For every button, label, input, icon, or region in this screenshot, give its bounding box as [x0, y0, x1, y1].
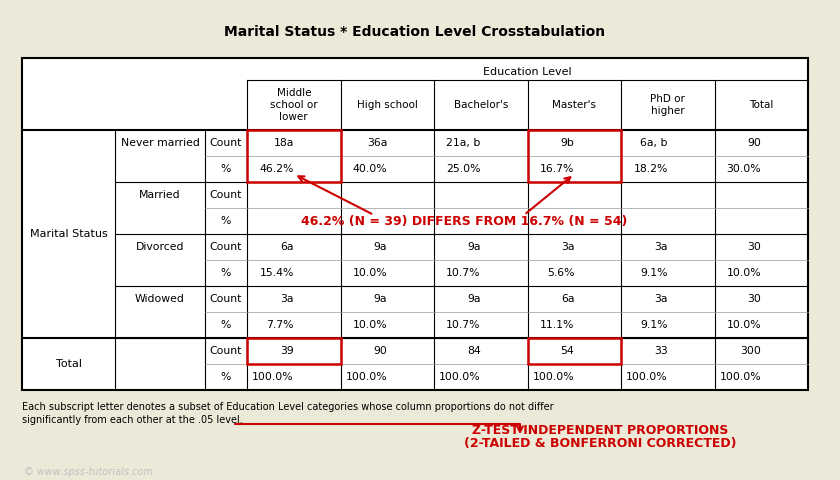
Text: © www.spss-tutorials.com: © www.spss-tutorials.com	[24, 467, 153, 477]
Text: 300: 300	[740, 346, 761, 356]
Text: 21a, b: 21a, b	[446, 138, 480, 148]
Text: 10.7%: 10.7%	[446, 268, 480, 278]
Text: Middle
school or
lower: Middle school or lower	[270, 88, 318, 121]
Text: Married: Married	[139, 190, 181, 200]
Text: 39: 39	[280, 346, 294, 356]
Text: 15.4%: 15.4%	[260, 268, 294, 278]
Text: %: %	[221, 164, 231, 174]
Text: Total: Total	[55, 359, 81, 369]
Text: 9a: 9a	[467, 294, 480, 304]
Text: 6a: 6a	[561, 294, 575, 304]
Text: Marital Status * Education Level Crosstabulation: Marital Status * Education Level Crossta…	[224, 25, 606, 39]
Text: 18a: 18a	[273, 138, 294, 148]
Text: 100.0%: 100.0%	[720, 372, 761, 382]
Text: 30: 30	[748, 242, 761, 252]
Text: Never married: Never married	[121, 138, 199, 148]
Text: %: %	[221, 320, 231, 330]
Text: 10.0%: 10.0%	[727, 320, 761, 330]
Text: 100.0%: 100.0%	[345, 372, 387, 382]
Bar	[22, 58, 808, 390]
Text: Z-TEST INDEPENDENT PROPORTIONS: Z-TEST INDEPENDENT PROPORTIONS	[472, 423, 728, 436]
Text: 6a, b: 6a, b	[640, 138, 668, 148]
Text: 5.6%: 5.6%	[547, 268, 575, 278]
Text: %: %	[221, 216, 231, 226]
Bar	[528, 338, 621, 364]
Text: 84: 84	[467, 346, 480, 356]
Text: 30.0%: 30.0%	[727, 164, 761, 174]
Text: 10.7%: 10.7%	[446, 320, 480, 330]
Text: %: %	[221, 372, 231, 382]
Text: 9a: 9a	[467, 242, 480, 252]
Text: High school: High school	[357, 100, 417, 110]
Text: 16.7%: 16.7%	[540, 164, 575, 174]
Text: Widowed: Widowed	[135, 294, 185, 304]
Text: 54: 54	[560, 346, 575, 356]
Bar	[528, 130, 621, 182]
Text: 100.0%: 100.0%	[626, 372, 668, 382]
Text: Count: Count	[210, 138, 242, 148]
Text: 100.0%: 100.0%	[252, 372, 294, 382]
Text: Master's: Master's	[552, 100, 596, 110]
Text: 9.1%: 9.1%	[640, 320, 668, 330]
Text: 3a: 3a	[561, 242, 575, 252]
Text: 6a: 6a	[281, 242, 294, 252]
Text: 9b: 9b	[560, 138, 575, 148]
Text: Education Level: Education Level	[483, 67, 572, 77]
Text: Count: Count	[210, 294, 242, 304]
Text: 30: 30	[748, 294, 761, 304]
Text: Each subscript letter denotes a subset of Education Level categories whose colum: Each subscript letter denotes a subset o…	[22, 402, 554, 412]
Bar	[247, 338, 340, 364]
Text: 10.0%: 10.0%	[353, 320, 387, 330]
Text: 3a: 3a	[281, 294, 294, 304]
Text: 90: 90	[373, 346, 387, 356]
Text: Count: Count	[210, 190, 242, 200]
Text: Total: Total	[749, 100, 774, 110]
Text: 9a: 9a	[374, 294, 387, 304]
Text: 46.2%: 46.2%	[260, 164, 294, 174]
Text: 25.0%: 25.0%	[446, 164, 480, 174]
Text: 9.1%: 9.1%	[640, 268, 668, 278]
Text: 46.2% (N = 39) DIFFERS FROM 16.7% (N = 54): 46.2% (N = 39) DIFFERS FROM 16.7% (N = 5…	[301, 215, 627, 228]
Text: 90: 90	[748, 138, 761, 148]
Bar	[247, 130, 340, 182]
Text: Count: Count	[210, 242, 242, 252]
Text: significantly from each other at the .05 level.: significantly from each other at the .05…	[22, 415, 243, 425]
Text: Count: Count	[210, 346, 242, 356]
Text: 3a: 3a	[654, 242, 668, 252]
Text: 10.0%: 10.0%	[353, 268, 387, 278]
Text: 9a: 9a	[374, 242, 387, 252]
Text: %: %	[221, 268, 231, 278]
Text: 100.0%: 100.0%	[439, 372, 480, 382]
Text: 3a: 3a	[654, 294, 668, 304]
Text: (2-TAILED & BONFERRONI CORRECTED): (2-TAILED & BONFERRONI CORRECTED)	[464, 437, 736, 451]
Text: 40.0%: 40.0%	[353, 164, 387, 174]
Text: 100.0%: 100.0%	[533, 372, 575, 382]
Text: Bachelor's: Bachelor's	[454, 100, 508, 110]
Text: 33: 33	[654, 346, 668, 356]
Text: PhD or
higher: PhD or higher	[650, 94, 685, 116]
Text: 36a: 36a	[367, 138, 387, 148]
Text: 7.7%: 7.7%	[266, 320, 294, 330]
Text: 10.0%: 10.0%	[727, 268, 761, 278]
Text: Marital Status: Marital Status	[29, 229, 108, 239]
Text: 18.2%: 18.2%	[633, 164, 668, 174]
Text: 11.1%: 11.1%	[540, 320, 575, 330]
Text: Divorced: Divorced	[136, 242, 184, 252]
